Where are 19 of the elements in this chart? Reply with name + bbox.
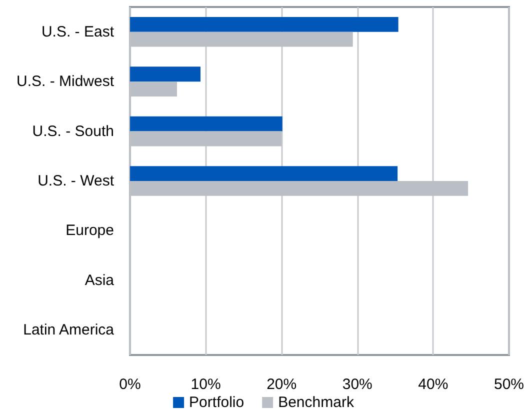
x-tick-label: 40% bbox=[418, 376, 448, 393]
x-tick-label: 50% bbox=[494, 376, 524, 393]
x-tick-label: 20% bbox=[266, 376, 297, 393]
bar bbox=[130, 116, 282, 132]
y-tick-label: Europe bbox=[66, 222, 114, 240]
bar bbox=[130, 16, 398, 32]
y-tick-label: U.S. - West bbox=[38, 172, 115, 190]
y-tick-label: Asia bbox=[84, 272, 115, 289]
y-tick-label: Latin America bbox=[23, 322, 115, 339]
bar bbox=[130, 166, 398, 181]
x-tick-label: 10% bbox=[190, 376, 221, 393]
legend-label: Portfolio bbox=[189, 394, 244, 411]
y-tick-label: U.S. - South bbox=[32, 122, 114, 140]
bar bbox=[130, 66, 200, 82]
y-tick-label: U.S. - East bbox=[41, 23, 115, 40]
x-tick-label: 30% bbox=[342, 376, 372, 393]
legend-label: Benchmark bbox=[278, 394, 354, 411]
y-tick-label: U.S. - Midwest bbox=[16, 73, 115, 90]
x-tick-label: 0% bbox=[119, 376, 141, 393]
